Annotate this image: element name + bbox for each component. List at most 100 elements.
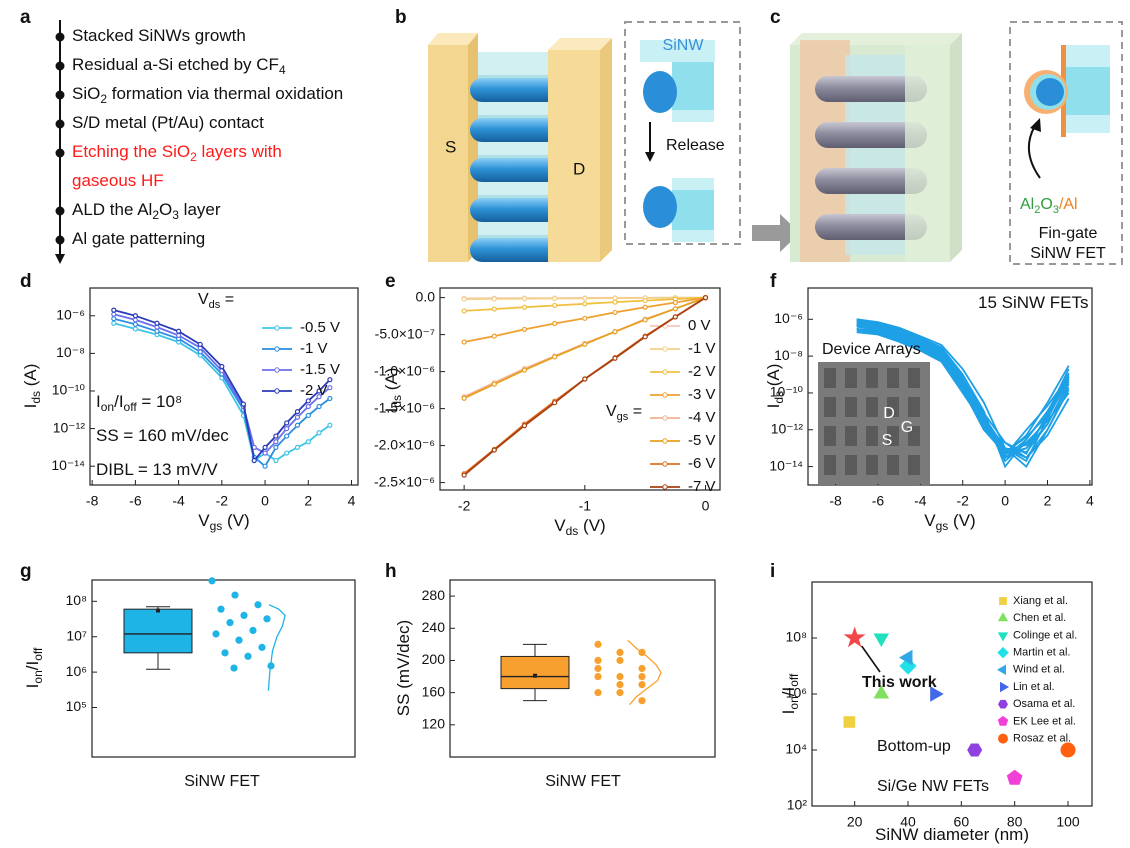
step-dot xyxy=(56,149,65,158)
legend-label: Chen et al. xyxy=(1013,612,1066,624)
legend-label: -1 V xyxy=(688,340,716,357)
data-point xyxy=(492,307,496,311)
text-part: (A) xyxy=(21,364,40,391)
data-point xyxy=(583,316,587,320)
data-point xyxy=(638,673,645,680)
inset-pattern xyxy=(845,368,857,388)
data-point xyxy=(244,653,251,660)
panel-label: h xyxy=(385,561,397,582)
fin-gate-caption: Fin-gate xyxy=(1039,225,1098,242)
inset-pattern xyxy=(845,426,857,446)
text-part: on xyxy=(787,696,801,709)
text-part: (A) xyxy=(764,364,783,391)
text-part: on xyxy=(101,400,114,414)
x-tick-label: 100 xyxy=(1056,814,1080,830)
x-tick-label: 4 xyxy=(348,493,356,509)
legend-label: -1 V xyxy=(300,340,328,357)
y-tick-label: 10⁻⁶ xyxy=(56,306,85,322)
data-point xyxy=(704,296,708,300)
data-point xyxy=(263,451,267,455)
data-point xyxy=(673,315,677,319)
legend-label: -5 V xyxy=(688,432,716,449)
legend-marker xyxy=(997,665,1006,675)
box xyxy=(501,656,569,688)
text-part: /I xyxy=(114,392,123,411)
data-point xyxy=(613,300,617,304)
legend-marker xyxy=(663,439,667,443)
text-part: Al xyxy=(1020,196,1034,213)
data-point xyxy=(112,312,116,316)
y-tick-label: 10⁻¹² xyxy=(53,419,86,435)
y-tick-label: 280 xyxy=(422,587,446,603)
text-part: ds xyxy=(390,395,404,408)
panel-label: d xyxy=(20,271,32,292)
data-point xyxy=(462,309,466,313)
data-point xyxy=(643,318,647,322)
y-tick-label: 240 xyxy=(422,619,446,635)
inset-pattern xyxy=(908,455,920,475)
text-part: 15 SiNW FETs xyxy=(978,293,1089,312)
y-tick-label: 10⁻¹⁴ xyxy=(51,457,85,473)
text-part: = xyxy=(628,403,642,420)
series-line xyxy=(464,298,705,399)
data-point xyxy=(874,634,890,648)
legend-marker xyxy=(663,462,667,466)
legend-marker xyxy=(663,416,667,420)
data-point xyxy=(616,673,623,680)
y-axis-label: Ids (A) xyxy=(21,364,43,409)
text-part: O xyxy=(159,200,172,219)
data-point xyxy=(249,627,256,634)
legend-marker xyxy=(998,716,1008,726)
data-point xyxy=(274,440,278,444)
data-point xyxy=(317,404,321,408)
legend-marker xyxy=(998,612,1008,621)
x-tick-label: 0 xyxy=(702,498,710,514)
x-tick-label: -2 xyxy=(458,498,471,514)
x-tick-label: 2 xyxy=(1044,493,1052,509)
text-part: off xyxy=(124,400,138,414)
data-point xyxy=(492,448,496,452)
inset-pattern xyxy=(824,426,836,446)
data-point xyxy=(155,321,159,325)
data-point xyxy=(155,329,159,333)
legend-marker xyxy=(663,393,667,397)
plot-frame xyxy=(92,580,355,757)
y-axis-label: Ion/Ioff xyxy=(779,673,801,714)
step-text: SiO2 formation via thermal oxidation xyxy=(72,84,343,106)
data-point xyxy=(133,314,137,318)
text-part: Al gate patterning xyxy=(72,229,205,248)
data-point xyxy=(462,396,466,400)
data-point xyxy=(317,431,321,435)
y-tick-label: 200 xyxy=(422,651,446,667)
data-point xyxy=(220,365,224,369)
legend-label: Martin et al. xyxy=(1013,647,1070,659)
text-part: layers with xyxy=(197,142,282,161)
x-tick-label: -4 xyxy=(172,493,185,509)
annotation-arrow xyxy=(862,646,880,672)
data-point xyxy=(112,317,116,321)
data-point xyxy=(462,473,466,477)
data-point xyxy=(133,322,137,326)
inset-pattern xyxy=(866,455,878,475)
y-tick-label: 120 xyxy=(422,716,446,732)
data-point xyxy=(583,342,587,346)
data-point xyxy=(553,297,557,301)
data-point xyxy=(112,308,116,312)
text-part: = 10⁸ xyxy=(137,392,182,411)
data-point xyxy=(638,681,645,688)
data-point xyxy=(643,335,647,339)
data-point xyxy=(263,615,270,622)
legend-label: Wind et al. xyxy=(1013,664,1065,676)
data-point xyxy=(462,297,466,301)
legend-label: EK Lee et al. xyxy=(1013,715,1076,727)
text-part: SiNW diameter (nm) xyxy=(875,825,1029,844)
legend-label: -1.5 V xyxy=(300,361,340,378)
text-part: ds xyxy=(29,391,43,404)
data-point xyxy=(583,296,587,300)
data-point xyxy=(553,303,557,307)
x-tick-label: -2 xyxy=(956,493,969,509)
data-point xyxy=(258,644,265,651)
text-part: ds xyxy=(209,299,221,311)
data-point xyxy=(613,330,617,334)
text-part: O xyxy=(1040,196,1052,213)
